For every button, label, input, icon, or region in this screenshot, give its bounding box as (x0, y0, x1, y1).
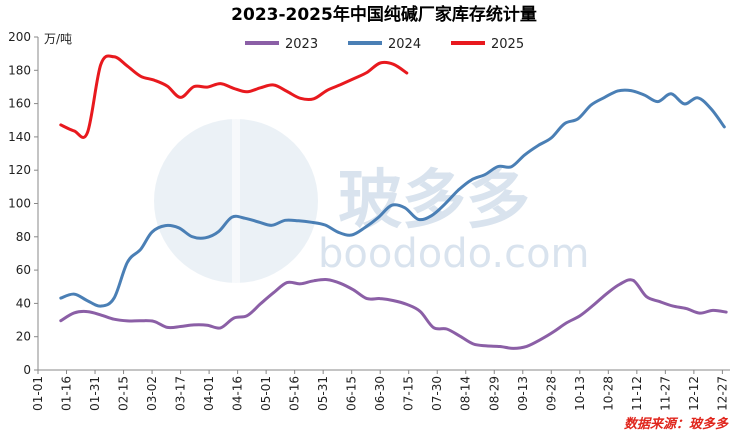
y-tick-label: 80 (16, 230, 31, 244)
x-tick-label: 09-13 (516, 376, 530, 411)
legend-label-2024: 2024 (388, 37, 421, 52)
x-tick-label: 04-01 (202, 376, 216, 411)
axes: 0 20 40 60 80 100 120 140 160 180 200 01-01 01-16 01-… (8, 30, 730, 411)
x-tick-label: 07-30 (430, 376, 444, 411)
y-tick-label: 160 (8, 97, 31, 111)
x-tick-label: 06-30 (373, 376, 387, 411)
y-tick-label: 200 (8, 30, 31, 44)
y-axis-unit-label: 万/吨 (44, 32, 72, 46)
x-tick-label: 10-28 (601, 376, 615, 411)
legend-label-2023: 2023 (285, 37, 318, 52)
series-line-2025 (59, 54, 409, 139)
y-tick-label: 120 (8, 163, 31, 177)
watermark-logo-stroke (232, 119, 240, 283)
x-tick-label: 09-28 (544, 376, 558, 411)
x-tick-label: 06-15 (345, 376, 359, 411)
chart-title: 2023-2025年中国纯碱厂家库存统计量 (231, 4, 537, 25)
series-line-2023 (59, 278, 728, 350)
x-tick-label: 01-31 (88, 376, 102, 411)
x-tick-label: 11-27 (658, 376, 672, 411)
x-tick-label: 10-13 (573, 376, 587, 411)
data-source-label: 数据来源：玻多多 (624, 416, 729, 432)
x-tick-label: 08-14 (459, 376, 473, 411)
x-tick-label: 11-12 (630, 376, 644, 411)
y-tick-label: 60 (16, 263, 31, 277)
legend-label-2025: 2025 (491, 37, 524, 52)
x-tick-label: 12-12 (687, 376, 701, 411)
x-tick-label: 07-15 (402, 376, 416, 411)
y-tick-label: 0 (23, 363, 31, 377)
y-tick-label: 180 (8, 63, 31, 77)
x-tick-label: 04-16 (231, 376, 245, 411)
y-tick-label: 100 (8, 197, 31, 211)
x-tick-label: 03-02 (145, 376, 159, 411)
x-tick-label: 05-16 (288, 376, 302, 411)
x-tick-label: 01-01 (31, 376, 45, 411)
plot-area (59, 54, 728, 350)
x-tick-label: 01-16 (60, 376, 74, 411)
x-tick-label: 08-29 (487, 376, 501, 411)
y-tick-label: 20 (16, 330, 31, 344)
x-tick-label: 05-31 (316, 376, 330, 411)
y-tick-label: 140 (8, 130, 31, 144)
series-line-2024 (59, 88, 726, 308)
watermark-url: boododo.com (318, 231, 590, 277)
x-tick-label: 03-17 (174, 376, 188, 411)
legend: 2023 2024 2025 (245, 37, 524, 52)
x-tick-label: 12-27 (715, 376, 729, 411)
x-tick-label: 02-15 (117, 376, 131, 411)
y-tick-label: 40 (16, 296, 31, 310)
x-tick-label: 05-01 (259, 376, 273, 411)
